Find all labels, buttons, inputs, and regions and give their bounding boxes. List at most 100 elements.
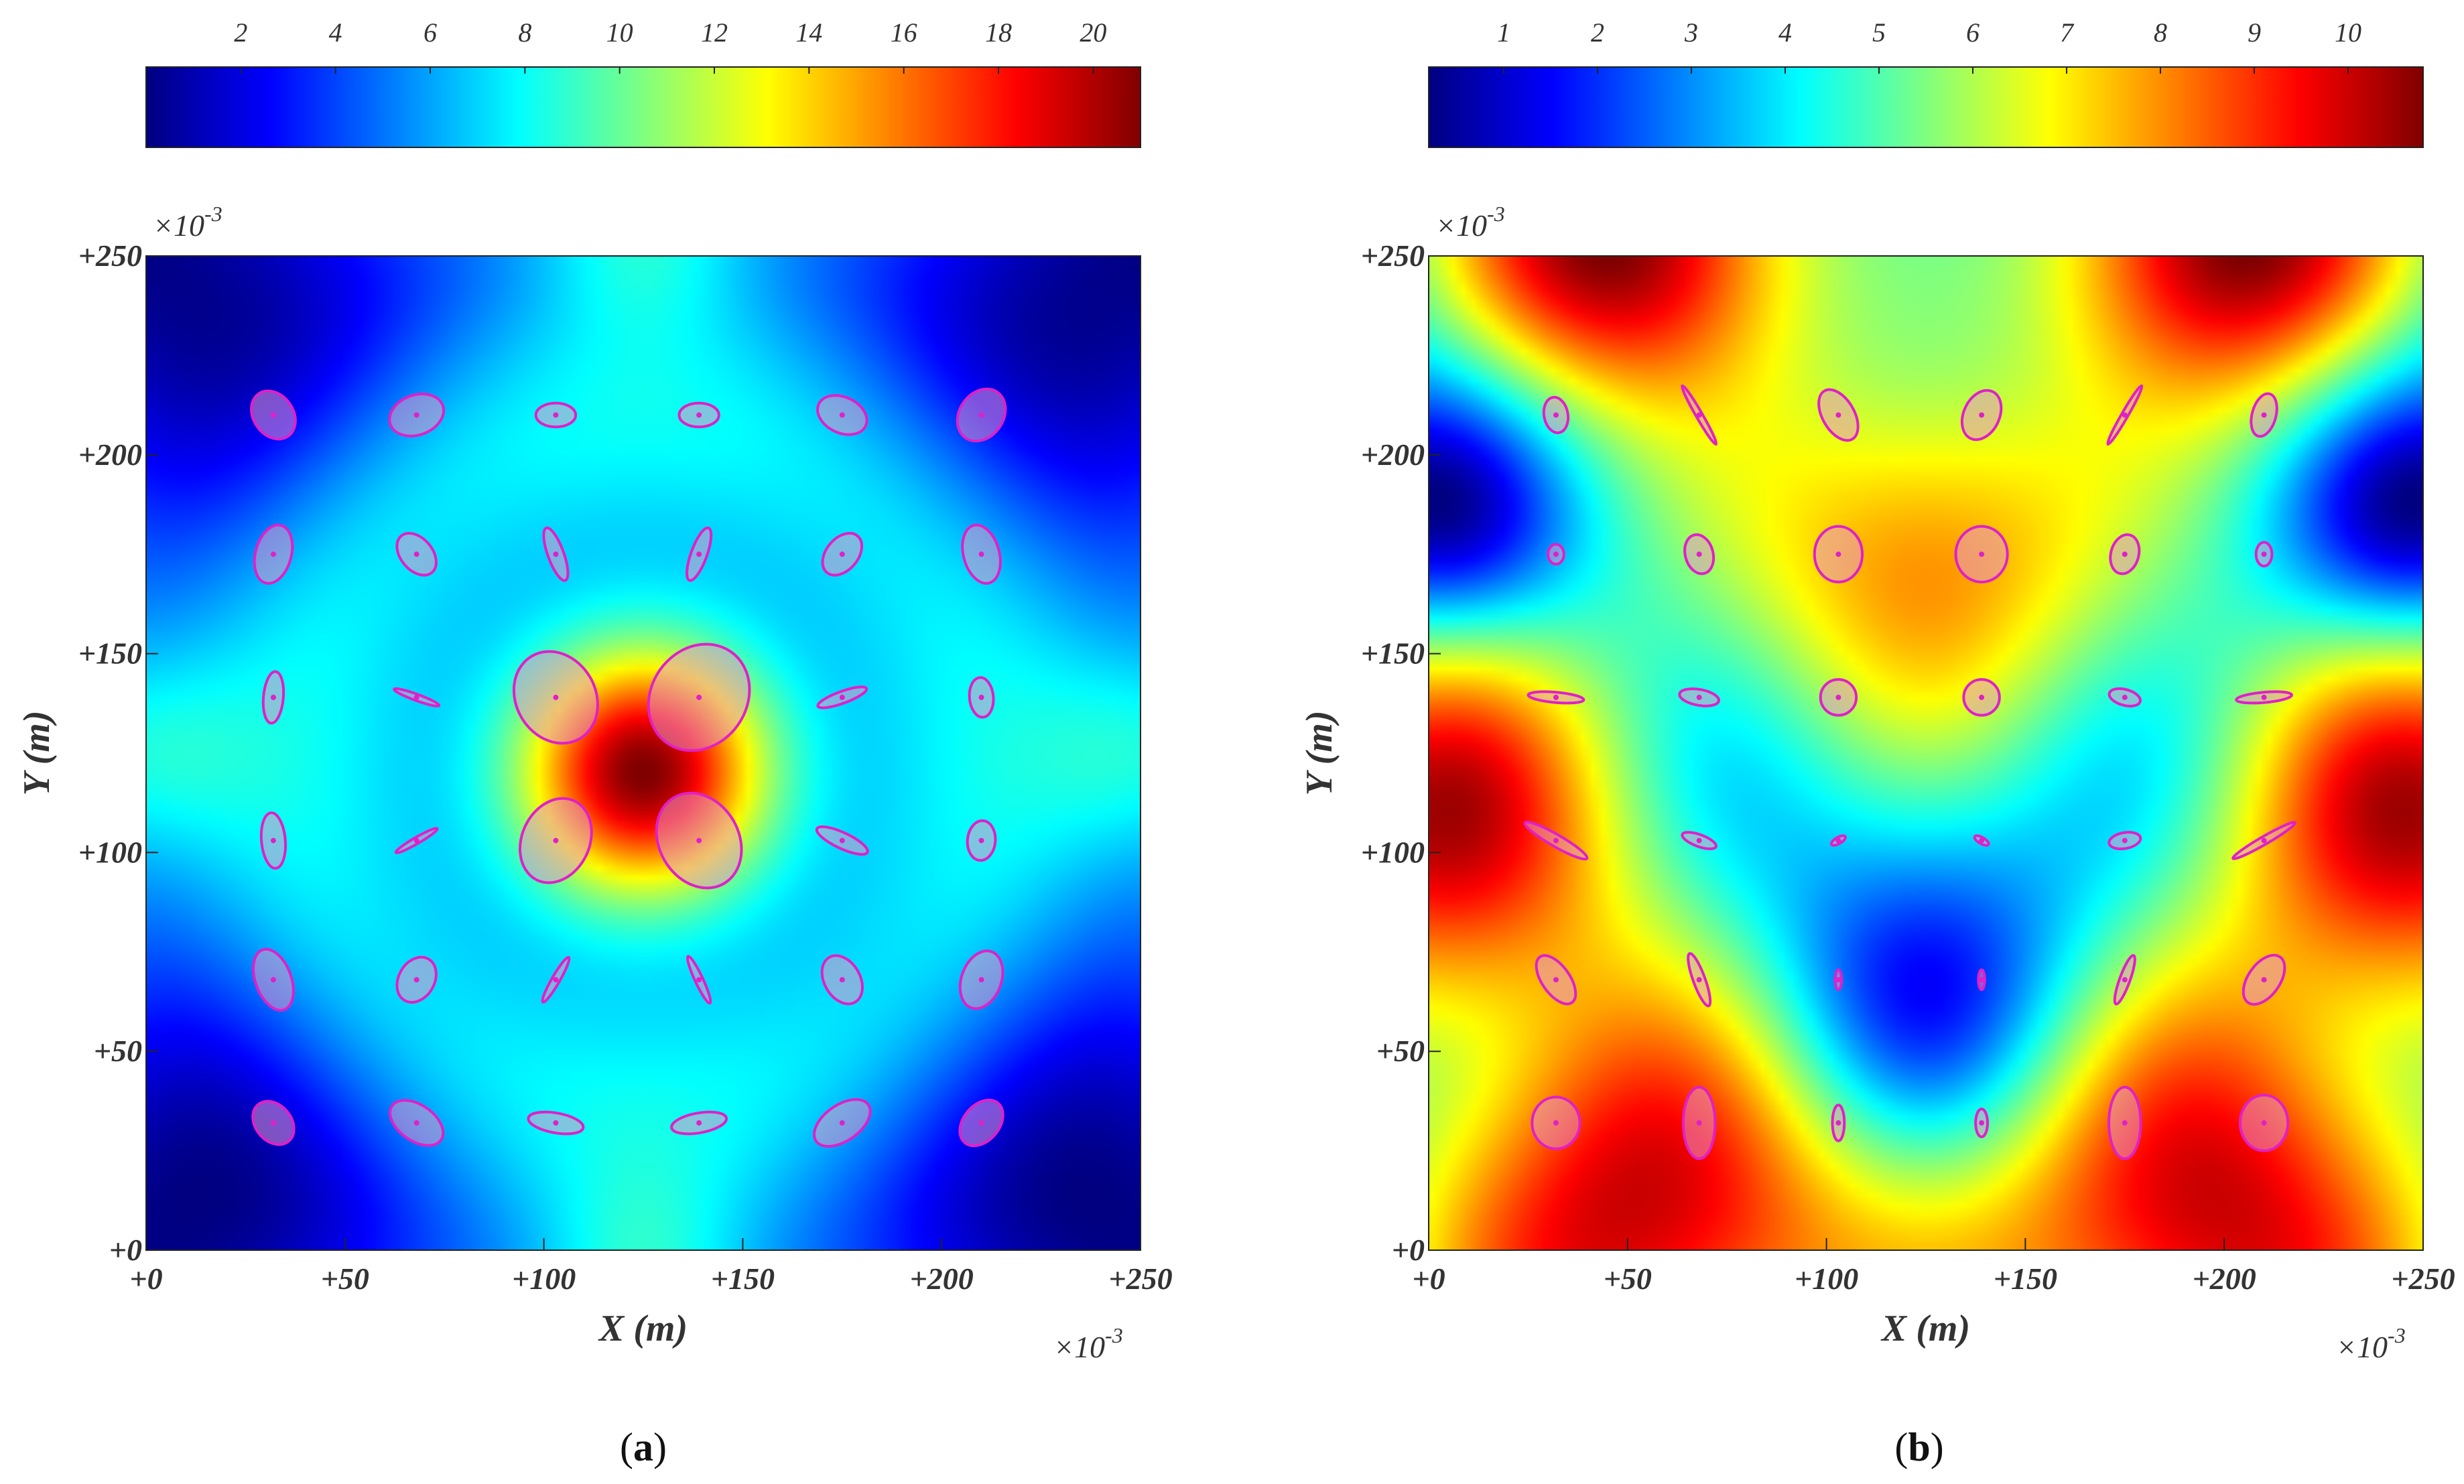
point-marker (413, 977, 419, 983)
point-marker (1696, 837, 1702, 844)
y-exponent: ×10-3 (1435, 202, 1505, 243)
x-axis-label: X (m) (1880, 1308, 1970, 1349)
colorbar-tick-label: 8 (518, 17, 531, 48)
plot-frame (1428, 255, 2424, 1251)
point-marker (1553, 837, 1559, 844)
point-marker (553, 977, 559, 983)
point-marker (2261, 694, 2267, 700)
point-marker (1979, 977, 1985, 983)
point-marker (1696, 977, 1702, 983)
point-marker (696, 837, 702, 844)
point-marker (1979, 1120, 1985, 1126)
y-tick-label: +250 (78, 239, 142, 273)
point-marker (1979, 837, 1985, 844)
y-tick-label: +150 (1361, 636, 1425, 671)
colorbar-tick-label: 20 (1080, 17, 1106, 48)
point-marker (413, 551, 419, 557)
x-tick-label: +250 (1108, 1262, 1172, 1296)
caption-letter: b (1908, 1425, 1930, 1469)
x-tick-label: +250 (2391, 1262, 2455, 1296)
point-marker (1835, 412, 1841, 418)
colorbar-tick-label: 6 (424, 17, 437, 48)
panel-a: 2 4 6 8 10 12 14 16 18 20 +0 +50 +100 +150 +200 +250 +0 +… (16, 17, 1173, 1469)
y-tick-label: +150 (78, 636, 142, 671)
point-marker (1979, 694, 1985, 700)
y-exponent-base: ×10 (153, 208, 204, 243)
point-marker (696, 977, 702, 983)
x-tick-label: +100 (1795, 1262, 1858, 1296)
point-marker (696, 1120, 702, 1126)
point-marker (270, 977, 276, 983)
colorbar-tick-label: 9 (2248, 17, 2261, 48)
point-marker (553, 551, 559, 557)
point-marker (2122, 977, 2128, 983)
point-marker (2261, 412, 2267, 418)
y-tick-label: +50 (94, 1034, 142, 1068)
point-marker (1979, 551, 1985, 557)
y-exponent-power: -3 (1487, 202, 1505, 226)
point-marker (413, 694, 419, 700)
point-marker (2122, 1120, 2128, 1126)
colorbar-tick-label: 1 (1497, 17, 1510, 48)
colorbar-tick-label: 18 (985, 17, 1012, 48)
colorbar-tick-label: 3 (1684, 17, 1698, 48)
caption-close: ) (1931, 1425, 1944, 1469)
y-exponent-base: ×10 (1435, 208, 1487, 243)
point-marker (553, 837, 559, 844)
point-marker (553, 694, 559, 700)
point-marker (978, 551, 984, 557)
y-tick-label: +250 (1361, 239, 1425, 273)
caption-letter: a (633, 1425, 653, 1469)
point-marker (2122, 551, 2128, 557)
point-marker (1835, 694, 1841, 700)
colorbar-tick-label: 10 (606, 17, 633, 48)
point-marker (1835, 837, 1841, 844)
x-tick-label: +50 (321, 1262, 369, 1296)
x-tick-label: +100 (512, 1262, 576, 1296)
colorbar-tick-label: 6 (1966, 17, 1980, 48)
x-exponent-base: ×10 (2336, 1330, 2388, 1364)
point-marker (1553, 412, 1559, 418)
colorbar (1429, 67, 2423, 147)
point-marker (978, 837, 984, 844)
point-marker (2261, 837, 2267, 844)
colorbar-tick-label: 7 (2060, 17, 2075, 48)
point-marker (1553, 694, 1559, 700)
x-exponent-power: -3 (2388, 1323, 2406, 1347)
colorbar-frame (145, 66, 1141, 148)
point-marker (1835, 977, 1841, 983)
colorbar-tick-label: 16 (891, 17, 917, 48)
point-marker (696, 551, 702, 557)
x-exponent-power: -3 (1105, 1323, 1123, 1347)
x-axis-label: X (m) (598, 1308, 688, 1349)
point-marker (2261, 1120, 2267, 1126)
colorbar-tick-label: 5 (1872, 17, 1886, 48)
point-marker (2261, 551, 2267, 557)
panel-b: 1 2 3 4 5 6 7 8 9 10 +0 +50 +100 +150 +200 +250 +0 +50 +10… (1299, 17, 2455, 1469)
point-marker (270, 551, 276, 557)
y-tick-label: +100 (1361, 835, 1425, 869)
point-marker (978, 1120, 984, 1126)
colorbar-tick-label: 4 (1778, 17, 1792, 48)
point-marker (270, 837, 276, 844)
caption-open: ( (620, 1425, 633, 1469)
colorbar-tick-label: 14 (795, 17, 822, 48)
colorbar-tick-label: 2 (1591, 17, 1604, 48)
y-axis-label: Y (m) (1299, 711, 1340, 796)
point-marker (1835, 551, 1841, 557)
colorbar (146, 67, 1141, 147)
x-exponent: ×10-3 (1053, 1323, 1123, 1364)
point-marker (1835, 1120, 1841, 1126)
y-tick-label: +0 (1392, 1233, 1425, 1267)
x-tick-label: +150 (1994, 1262, 2057, 1296)
point-marker (553, 1120, 559, 1126)
point-marker (978, 694, 984, 700)
point-marker (839, 977, 845, 983)
y-exponent-power: -3 (204, 202, 222, 226)
y-axis-label: Y (m) (16, 711, 58, 796)
point-marker (839, 694, 845, 700)
point-marker (839, 412, 845, 418)
point-marker (696, 412, 702, 418)
x-tick-label: +200 (910, 1262, 974, 1296)
point-marker (2122, 412, 2128, 418)
